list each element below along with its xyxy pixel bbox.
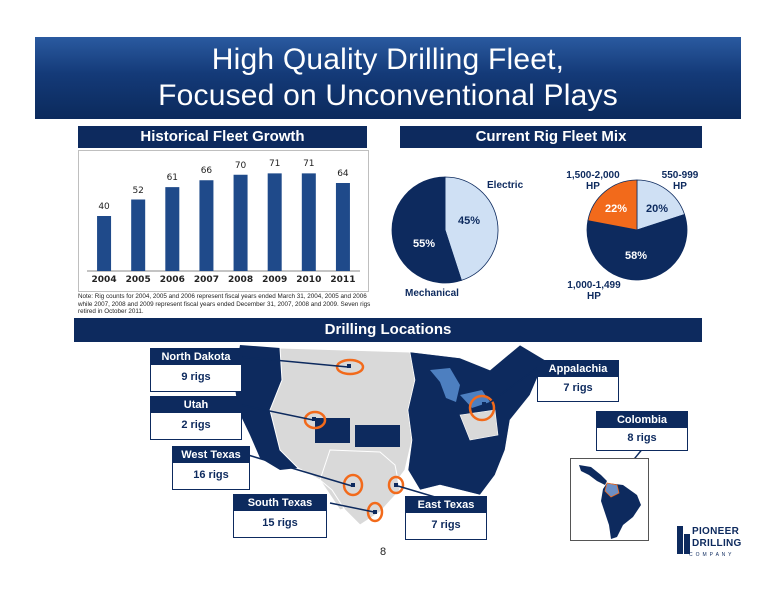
east-texas-rigs: 7 rigs bbox=[431, 519, 461, 531]
bar-value-label-2006: 61 bbox=[166, 173, 179, 184]
bar-2008 bbox=[233, 174, 248, 271]
west-texas-name: West Texas bbox=[173, 447, 249, 463]
nd-rig-marker bbox=[347, 364, 351, 368]
south-texas-box: South Texas 15 rigs bbox=[233, 494, 327, 538]
colombia-box: Colombia 8 rigs bbox=[596, 411, 688, 451]
x-tick-label-2004: 2004 bbox=[91, 275, 117, 285]
hp-550-line1: 550-999 bbox=[661, 170, 699, 181]
hp-1000-line1: 1,000-1,499 bbox=[567, 280, 621, 291]
et-area-ring bbox=[387, 475, 405, 495]
x-tick-label-2007: 2007 bbox=[193, 275, 219, 285]
bar-value-label-2005: 52 bbox=[132, 185, 144, 196]
south-texas-name: South Texas bbox=[234, 495, 326, 511]
mechanical-pct: 55% bbox=[413, 238, 436, 250]
south-texas-rigs: 15 rigs bbox=[262, 517, 298, 529]
pie-slice-electric bbox=[444, 176, 499, 281]
bar-value-label-2004: 40 bbox=[98, 202, 110, 212]
bar-2004 bbox=[97, 216, 112, 271]
west-texas-rigs: 16 rigs bbox=[193, 469, 229, 481]
x-tick-label-2010: 2010 bbox=[296, 275, 322, 285]
us-map-kansas bbox=[355, 425, 400, 447]
logo-line-3: C O M P A N Y bbox=[689, 552, 733, 558]
hp-550-pct: 20% bbox=[646, 203, 669, 215]
appalachia-area-ring bbox=[468, 394, 496, 422]
hp-1000-pct: 58% bbox=[625, 250, 648, 262]
central-america-shape bbox=[579, 465, 607, 485]
title-line-2: Focused on Unconventional Plays bbox=[158, 79, 618, 112]
bar-value-label-2008: 70 bbox=[234, 160, 247, 171]
bar-value-label-2007: 66 bbox=[200, 166, 213, 177]
logo-mark-icon bbox=[677, 526, 690, 554]
electric-label: Electric bbox=[487, 180, 524, 191]
us-map-colorado bbox=[315, 418, 350, 443]
fleet-bar-svg bbox=[87, 173, 360, 272]
hp-1000-label: 1,000-1,499 HP bbox=[555, 280, 633, 302]
pie-slice-mechanical bbox=[391, 176, 462, 284]
colombia-shape bbox=[604, 482, 620, 498]
appalachia-box: Appalachia 7 rigs bbox=[537, 360, 619, 402]
pie-slice-1-000-1-499-hp bbox=[586, 214, 688, 281]
wt-rig-marker bbox=[351, 483, 355, 487]
fleet-growth-chart: 40 2004 52 2005 61 2006 66 2007 70 2008 71 2009 71 20… bbox=[78, 150, 369, 292]
utah-name: Utah bbox=[151, 397, 241, 413]
east-texas-box: East Texas 7 rigs bbox=[405, 496, 487, 540]
x-tick-label-2011: 2011 bbox=[330, 275, 356, 285]
bar-value-label-2010: 71 bbox=[303, 159, 315, 170]
appalachia-rig-marker bbox=[482, 402, 486, 406]
mechanical-label: Mechanical bbox=[405, 288, 459, 299]
east-texas-name: East Texas bbox=[406, 497, 486, 513]
pie-slice-550-999-hp bbox=[636, 179, 686, 231]
rig-mix-header: Current Rig Fleet Mix bbox=[400, 126, 702, 148]
bar-2010 bbox=[301, 173, 316, 271]
hp-1500-pct: 22% bbox=[605, 203, 628, 215]
south-america-inset bbox=[570, 458, 649, 541]
north-dakota-rigs: 9 rigs bbox=[181, 371, 211, 383]
fleet-growth-note: Note: Rig counts for 2004, 2005 and 2006… bbox=[78, 293, 371, 315]
hp-1500-label: 1,500-2,000 HP bbox=[563, 170, 623, 192]
utah-box: Utah 2 rigs bbox=[150, 396, 242, 440]
colombia-rigs: 8 rigs bbox=[627, 432, 657, 444]
hp-550-label: 550-999 HP bbox=[650, 170, 710, 192]
page-number: 8 bbox=[380, 546, 387, 558]
logo-line-1: PIONEER bbox=[692, 526, 740, 537]
bar-value-label-2011: 64 bbox=[337, 169, 349, 179]
et-rig-marker bbox=[394, 483, 398, 487]
bar-2006 bbox=[165, 187, 180, 271]
horsepower-pie bbox=[586, 179, 688, 281]
title-line-1: High Quality Drilling Fleet, bbox=[211, 43, 565, 76]
logo-line-2: DRILLING bbox=[692, 538, 742, 549]
st-rig-marker bbox=[373, 510, 377, 514]
locations-header: Drilling Locations bbox=[74, 318, 702, 342]
north-dakota-name: North Dakota bbox=[151, 349, 241, 365]
hp-1000-line2: HP bbox=[587, 291, 601, 302]
x-tick-label-2008: 2008 bbox=[228, 275, 254, 285]
fleet-growth-header: Historical Fleet Growth bbox=[78, 126, 367, 148]
bar-2007 bbox=[199, 180, 214, 271]
north-dakota-box: North Dakota 9 rigs bbox=[150, 348, 242, 392]
west-texas-box: West Texas 16 rigs bbox=[172, 446, 250, 490]
south-america-map bbox=[579, 465, 641, 539]
x-tick-label-2006: 2006 bbox=[159, 275, 185, 285]
appalachia-rigs: 7 rigs bbox=[563, 382, 593, 394]
utah-rig-marker bbox=[312, 417, 316, 421]
bar-2011 bbox=[335, 183, 350, 271]
utah-rigs: 2 rigs bbox=[181, 419, 211, 431]
bar-2005 bbox=[131, 199, 146, 271]
colombia-name: Colombia bbox=[597, 412, 687, 428]
bar-value-label-2009: 71 bbox=[268, 159, 281, 170]
us-map-texas bbox=[319, 449, 401, 526]
hp-550-line2: HP bbox=[673, 181, 687, 192]
hp-1500-line2: HP bbox=[586, 181, 600, 192]
appalachia-name: Appalachia bbox=[538, 361, 618, 377]
title-bar: High Quality Drilling Fleet, Focused on … bbox=[35, 37, 741, 119]
x-tick-label-2009: 2009 bbox=[262, 275, 288, 285]
x-tick-label-2005: 2005 bbox=[125, 275, 151, 285]
hp-1500-line1: 1,500-2,000 bbox=[566, 170, 620, 181]
electric-pct: 45% bbox=[458, 215, 481, 227]
pioneer-drilling-logo: PIONEER DRILLING C O M P A N Y bbox=[677, 524, 742, 564]
pie-slice-1-500-2-000-hp bbox=[587, 179, 638, 231]
bar-2009 bbox=[267, 173, 282, 271]
power-type-pie bbox=[391, 176, 499, 284]
